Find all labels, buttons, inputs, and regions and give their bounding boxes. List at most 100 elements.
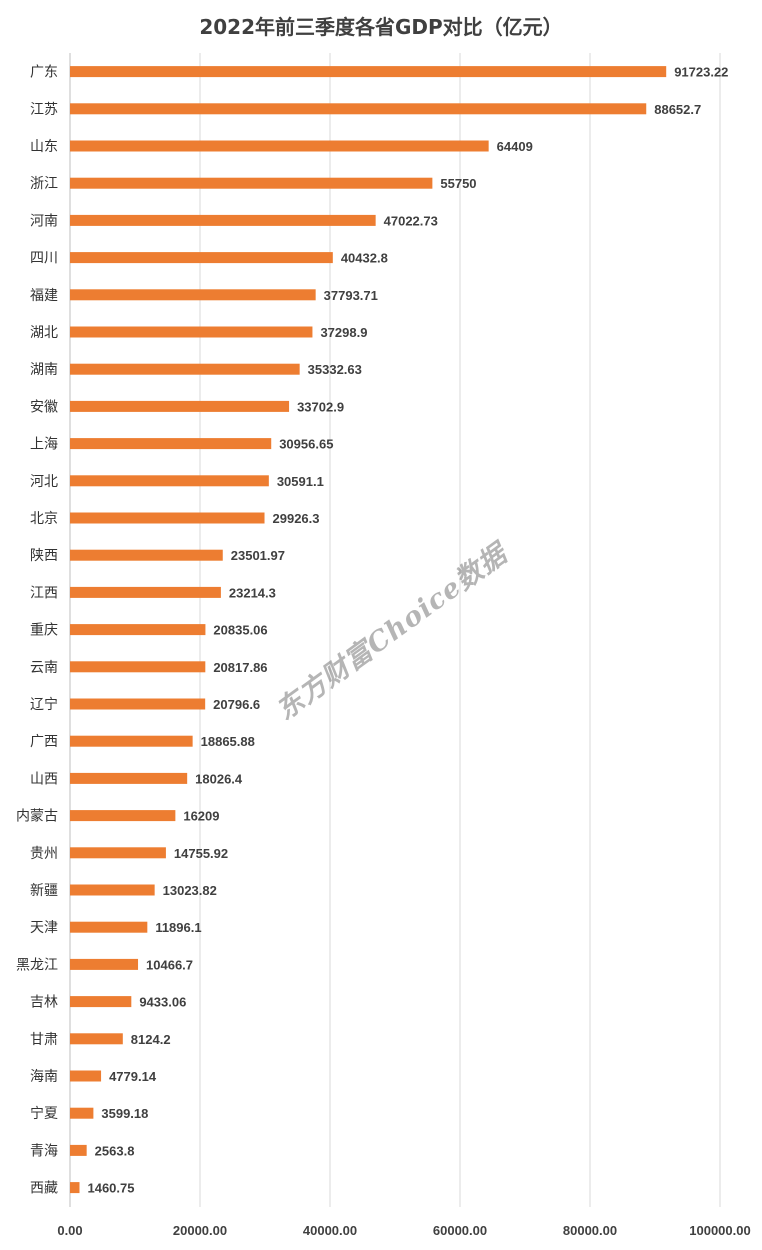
bar <box>70 1033 123 1045</box>
bar <box>70 549 223 561</box>
bar <box>70 252 333 264</box>
category-label: 山西 <box>30 771 58 787</box>
bar <box>70 66 667 78</box>
x-tick-label: 80000.00 <box>563 1223 617 1238</box>
value-label: 40432.8 <box>341 251 388 266</box>
category-label: 西藏 <box>30 1181 58 1197</box>
category-label: 河南 <box>30 213 58 229</box>
category-label: 江西 <box>30 585 58 601</box>
category-label: 湖北 <box>30 325 58 341</box>
category-label: 新疆 <box>30 883 58 899</box>
value-label: 18026.4 <box>195 771 243 786</box>
x-tick-label: 60000.00 <box>433 1223 487 1238</box>
value-label: 20796.6 <box>213 697 260 712</box>
bar <box>70 512 265 524</box>
category-label: 广东 <box>30 65 58 81</box>
x-tick-label: 100000.00 <box>689 1223 750 1238</box>
bar <box>70 810 176 822</box>
value-label: 10466.7 <box>146 957 193 972</box>
bar <box>70 1144 87 1156</box>
bar <box>70 698 206 710</box>
category-label: 江苏 <box>30 102 58 118</box>
bar <box>70 326 313 338</box>
x-tick-label: 20000.00 <box>173 1223 227 1238</box>
value-label: 16209 <box>183 809 219 824</box>
category-label: 辽宁 <box>30 696 58 713</box>
category-label: 上海 <box>30 437 58 453</box>
value-label: 30591.1 <box>277 474 324 489</box>
category-label: 安徽 <box>30 399 58 415</box>
value-label: 20835.06 <box>213 623 267 638</box>
value-label: 4779.14 <box>109 1069 157 1084</box>
value-label: 64409 <box>497 139 533 154</box>
value-labels: 91723.22 88652.7 64409 55750 47022.73 40432.8… <box>87 65 728 1196</box>
value-label: 35332.63 <box>308 362 362 377</box>
value-label: 9433.06 <box>139 995 186 1010</box>
value-label: 55750 <box>440 176 476 191</box>
category-label: 福建 <box>30 288 58 304</box>
category-label: 山东 <box>30 139 58 155</box>
value-label: 2563.8 <box>95 1143 135 1158</box>
value-label: 3599.18 <box>101 1106 148 1121</box>
value-label: 18865.88 <box>201 734 255 749</box>
bar <box>70 586 221 598</box>
category-label: 北京 <box>30 511 58 527</box>
category-label: 湖南 <box>30 362 58 378</box>
bar <box>70 772 188 784</box>
value-label: 37793.71 <box>324 288 378 303</box>
category-label: 宁夏 <box>30 1105 58 1122</box>
chart-title: 2022年前三季度各省GDP对比（亿元） <box>199 15 562 39</box>
value-label: 1460.75 <box>87 1181 134 1196</box>
bar <box>70 289 316 301</box>
bar <box>70 624 206 636</box>
x-tick-label: 40000.00 <box>303 1223 357 1238</box>
value-label: 88652.7 <box>654 102 701 117</box>
value-label: 23214.3 <box>229 585 276 600</box>
value-label: 30956.65 <box>279 437 333 452</box>
bars <box>70 66 667 1194</box>
category-label: 河北 <box>30 474 58 490</box>
category-label: 海南 <box>30 1069 58 1085</box>
value-label: 91723.22 <box>674 65 728 80</box>
bar <box>70 363 300 375</box>
bar <box>70 400 290 412</box>
bar <box>70 921 148 933</box>
bar <box>70 958 139 970</box>
category-label: 内蒙古 <box>16 809 58 825</box>
value-label: 20817.86 <box>213 660 267 675</box>
bar <box>70 1182 80 1194</box>
x-axis-ticks: 0.00 20000.00 40000.00 60000.00 80000.00 1000… <box>57 1223 750 1238</box>
bar <box>70 1107 94 1119</box>
category-label: 云南 <box>30 660 58 676</box>
bar <box>70 661 206 673</box>
bar <box>70 847 166 859</box>
category-label: 青海 <box>30 1143 58 1159</box>
value-label: 13023.82 <box>163 883 217 898</box>
value-label: 8124.2 <box>131 1032 171 1047</box>
category-label: 天津 <box>30 920 58 936</box>
bar <box>70 884 155 896</box>
value-label: 11896.1 <box>155 920 201 935</box>
value-label: 47022.73 <box>384 213 438 228</box>
x-tick-label: 0.00 <box>57 1223 82 1238</box>
category-label: 四川 <box>30 251 58 267</box>
category-label: 吉林 <box>30 995 58 1011</box>
bar <box>70 735 193 747</box>
value-label: 37298.9 <box>320 325 367 340</box>
bar <box>70 1070 102 1082</box>
category-label: 甘肃 <box>30 1032 58 1048</box>
category-label: 重庆 <box>30 623 58 639</box>
bar <box>70 438 272 450</box>
bar <box>70 996 132 1008</box>
category-label: 黑龙江 <box>16 957 58 973</box>
value-label: 14755.92 <box>174 846 228 861</box>
bar <box>70 140 489 152</box>
value-label: 23501.97 <box>231 548 285 563</box>
bar <box>70 214 376 226</box>
category-label: 贵州 <box>30 846 58 862</box>
category-labels: 广东江苏山东浙江河南四川福建湖北湖南安徽上海河北北京陕西江西重庆云南辽宁广西山西… <box>16 65 58 1197</box>
bar <box>70 475 269 487</box>
bar <box>70 103 647 115</box>
category-label: 陕西 <box>30 548 58 564</box>
